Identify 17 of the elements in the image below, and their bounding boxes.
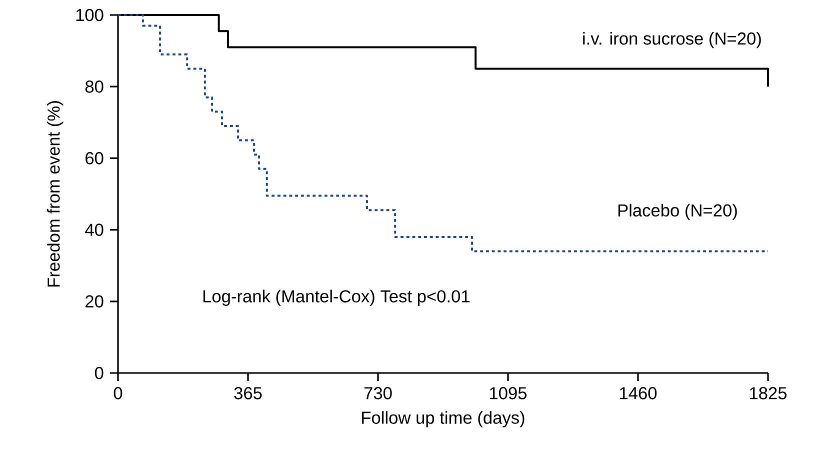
series-label: i.v. iron sucrose (N=20) — [583, 32, 761, 48]
x-tick-label: 0 — [114, 387, 122, 400]
y-tick-label: 40 — [85, 224, 104, 236]
y-tick-label: 0 — [94, 366, 104, 380]
x-axis-title: Follow up time (days) — [362, 411, 524, 428]
x-tick-label: 730 — [364, 387, 392, 400]
y-tick-label: 60 — [86, 152, 104, 164]
x-tick-label: 1095 — [490, 387, 527, 400]
y-tick-label: 20 — [86, 295, 104, 308]
annotation: Log-rank (Mantel-Cox) Test p<0.01 — [203, 290, 470, 306]
x-tick-label: 1460 — [620, 387, 657, 400]
y-tick-label: 80 — [85, 80, 104, 93]
x-tick-label: 365 — [234, 387, 262, 400]
x-tick-label: 1825 — [750, 387, 787, 400]
series-label: Placebo (N=20) — [618, 204, 737, 220]
y-tick-label: 100 — [76, 8, 104, 22]
y-axis-title: Freedom from event (%) — [47, 101, 64, 286]
